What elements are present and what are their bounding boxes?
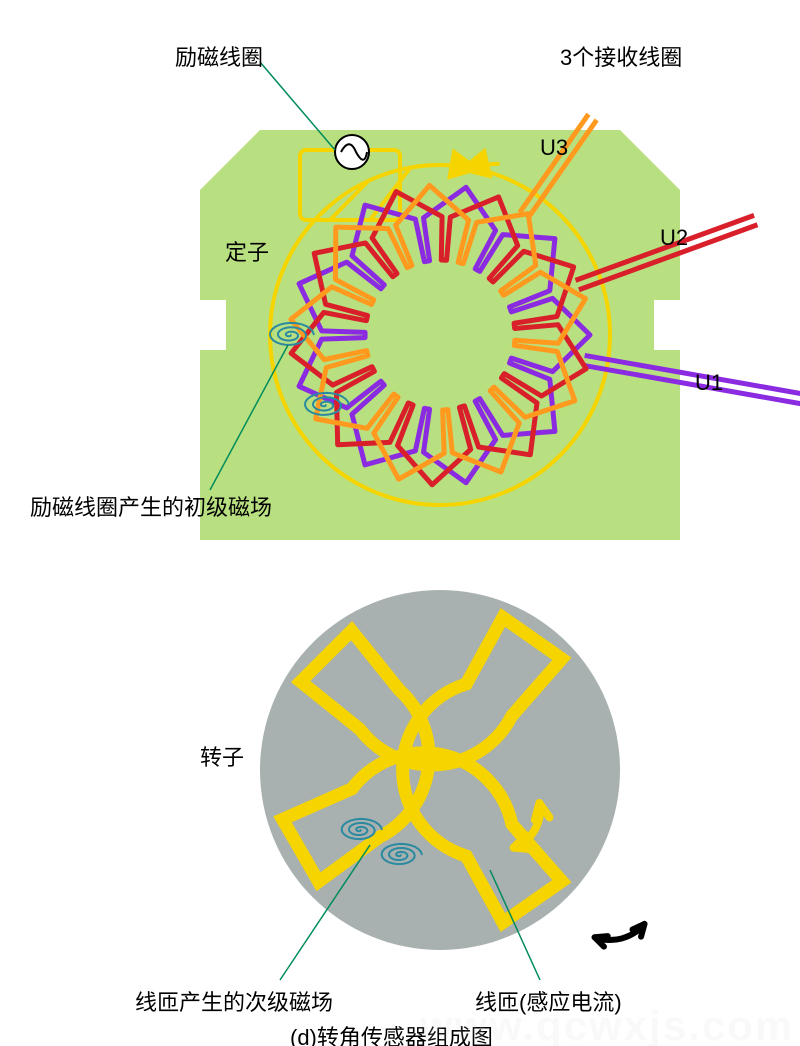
label-u2: U2 xyxy=(660,225,688,251)
label-rotor: 转子 xyxy=(200,740,244,772)
label-stator: 定子 xyxy=(225,235,269,267)
label-secondary-field: 线匝产生的次级磁场 xyxy=(135,985,333,1017)
label-excitation-coil: 励磁线圈 xyxy=(175,40,263,72)
watermark: www.qcwxjs.com xyxy=(420,1002,794,1046)
ac-source-icon xyxy=(335,135,369,169)
label-three-rx-coils: 3个接收线圈 xyxy=(560,40,682,72)
label-u3: U3 xyxy=(540,135,568,161)
diagram-svg xyxy=(0,0,800,1046)
label-u1: U1 xyxy=(695,370,723,396)
label-primary-field: 励磁线圈产生的初级磁场 xyxy=(30,490,272,522)
